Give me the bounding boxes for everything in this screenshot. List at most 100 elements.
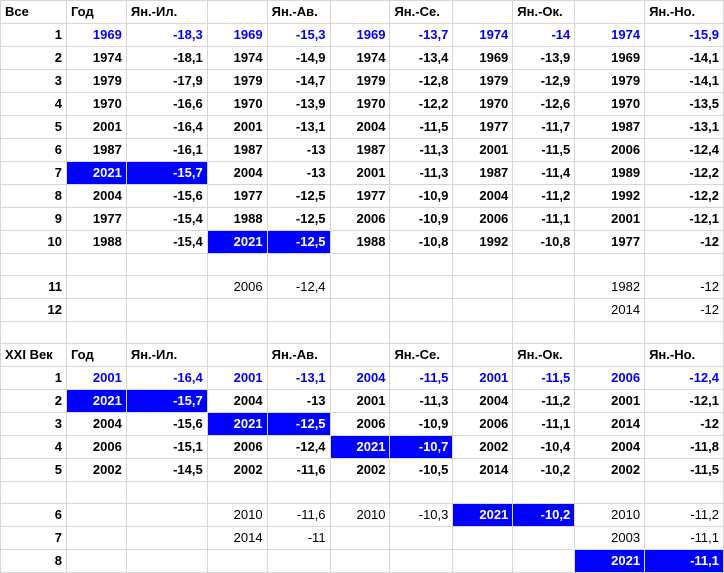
grid-cell[interactable]: -11,1 [644,526,724,550]
grid-cell[interactable]: -10,9 [389,412,454,436]
grid-cell[interactable]: -10,8 [512,230,576,254]
grid-cell[interactable] [125,526,208,550]
grid-cell[interactable]: 2001 [574,389,646,413]
grid-cell[interactable] [389,253,454,276]
grid-cell[interactable]: -15,9 [644,23,724,47]
grid-cell[interactable]: -12,5 [266,412,331,436]
grid-cell[interactable] [329,549,391,573]
grid-cell[interactable] [125,549,208,573]
grid-cell[interactable]: 4 [0,92,67,116]
grid-cell[interactable]: 1987 [206,138,268,162]
grid-cell[interactable]: 1969 [65,23,127,47]
grid-cell[interactable]: -12 [644,230,724,254]
grid-cell[interactable] [65,549,127,573]
grid-cell[interactable]: Ян.-Ок. [512,0,576,24]
grid-cell[interactable]: 2006 [452,207,514,231]
grid-cell[interactable]: -11,8 [644,435,724,459]
grid-cell[interactable] [452,0,514,24]
grid-cell[interactable] [389,275,454,299]
grid-cell[interactable] [266,253,331,276]
grid-cell[interactable]: -11,5 [512,366,576,390]
grid-cell[interactable]: Ян.-Но. [644,343,724,367]
grid-cell[interactable]: 2001 [65,115,127,139]
grid-cell[interactable]: 1977 [574,230,646,254]
grid-cell[interactable] [329,0,391,24]
grid-cell[interactable]: -12,2 [389,92,454,116]
grid-cell[interactable]: -15,4 [125,207,208,231]
grid-cell[interactable] [65,526,127,550]
grid-cell[interactable]: -11,4 [512,161,576,185]
grid-cell[interactable]: -15,3 [266,23,331,47]
grid-cell[interactable]: 2004 [574,435,646,459]
grid-cell[interactable]: -12 [644,298,724,322]
grid-cell[interactable]: Ян.-Но. [644,0,724,24]
grid-cell[interactable]: -17,9 [125,69,208,93]
grid-cell[interactable]: 2001 [329,389,391,413]
grid-cell[interactable]: -16,6 [125,92,208,116]
grid-cell[interactable]: Ян.-Ав. [266,0,331,24]
grid-cell[interactable]: -14,1 [644,46,724,70]
grid-cell[interactable] [329,526,391,550]
grid-cell[interactable] [266,321,331,344]
grid-cell[interactable] [125,298,208,322]
grid-cell[interactable] [389,298,454,322]
grid-cell[interactable]: 2006 [206,275,268,299]
grid-cell[interactable]: 2002 [574,458,646,482]
grid-cell[interactable]: 2003 [574,526,646,550]
grid-cell[interactable]: 2002 [65,458,127,482]
grid-cell[interactable]: 2006 [574,138,646,162]
grid-cell[interactable]: 2014 [206,526,268,550]
grid-cell[interactable]: -12,5 [266,207,331,231]
grid-cell[interactable]: Ян.-Ок. [512,343,576,367]
grid-cell[interactable]: -18,3 [125,23,208,47]
grid-cell[interactable]: 7 [0,161,67,185]
grid-cell[interactable]: -16,4 [125,115,208,139]
grid-cell[interactable]: 1979 [206,69,268,93]
grid-cell[interactable]: -13,1 [266,366,331,390]
grid-cell[interactable]: -10,3 [389,503,454,527]
grid-cell[interactable]: 2010 [574,503,646,527]
grid-cell[interactable]: Год [65,0,127,24]
grid-cell[interactable]: -10,4 [512,435,576,459]
grid-cell[interactable] [452,481,514,504]
grid-cell[interactable]: 2 [0,389,67,413]
grid-cell[interactable]: -11,3 [389,389,454,413]
grid-cell[interactable] [206,0,268,24]
grid-cell[interactable]: -13 [266,389,331,413]
grid-cell[interactable]: 1970 [206,92,268,116]
grid-cell[interactable]: -11,2 [512,389,576,413]
grid-cell[interactable]: -15,7 [125,389,208,413]
grid-cell[interactable] [65,481,127,504]
grid-cell[interactable]: 2021 [574,549,646,573]
grid-cell[interactable]: 9 [0,207,67,231]
grid-cell[interactable]: 1974 [452,23,514,47]
grid-cell[interactable]: 1988 [65,230,127,254]
grid-cell[interactable]: 2010 [206,503,268,527]
grid-cell[interactable] [389,321,454,344]
grid-cell[interactable]: 1977 [65,207,127,231]
grid-cell[interactable] [512,481,576,504]
grid-cell[interactable] [125,481,208,504]
grid-cell[interactable]: -14 [512,23,576,47]
grid-cell[interactable] [389,526,454,550]
grid-cell[interactable] [65,503,127,527]
grid-cell[interactable]: 10 [0,230,67,254]
grid-cell[interactable]: 7 [0,526,67,550]
grid-cell[interactable]: -10,9 [389,184,454,208]
grid-cell[interactable]: -11,5 [389,366,454,390]
grid-cell[interactable]: 2004 [65,184,127,208]
grid-cell[interactable]: 2002 [206,458,268,482]
grid-cell[interactable]: 2006 [206,435,268,459]
grid-cell[interactable]: 1987 [574,115,646,139]
grid-cell[interactable]: 2001 [452,366,514,390]
grid-cell[interactable] [644,481,724,504]
grid-cell[interactable]: -11,2 [644,503,724,527]
grid-cell[interactable]: Ян.-Ил. [125,0,208,24]
grid-cell[interactable] [329,298,391,322]
grid-cell[interactable] [452,526,514,550]
grid-cell[interactable] [329,253,391,276]
grid-cell[interactable] [65,275,127,299]
grid-cell[interactable] [266,298,331,322]
grid-cell[interactable]: -10,2 [512,503,576,527]
grid-cell[interactable]: -13,1 [266,115,331,139]
